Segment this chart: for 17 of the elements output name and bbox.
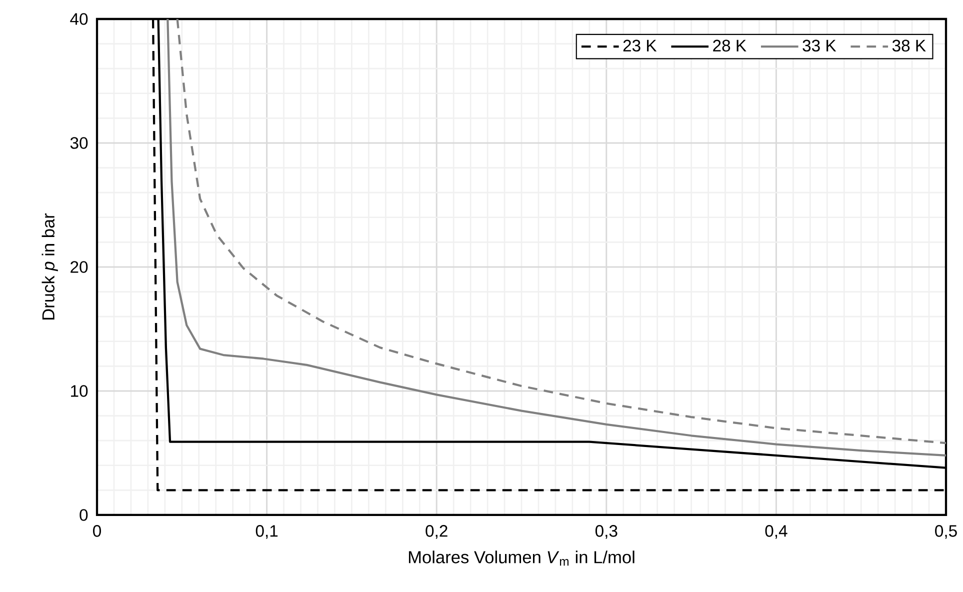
y-tick-label: 20 — [70, 261, 88, 273]
y-axis-title: Druck p in bar — [42, 213, 58, 320]
legend-label: 38 K — [892, 40, 926, 52]
y-tick-label: 0 — [80, 509, 88, 521]
x-tick-label: 0,1 — [256, 525, 278, 539]
legend-label: 28 K — [713, 40, 746, 52]
x-axis-title: Molares Volumen V$_{m}$ in L/mol — [408, 550, 634, 566]
x-tick-label: 0,5 — [935, 525, 957, 539]
y-tick-label: 40 — [70, 13, 88, 25]
legend-label: 23 K — [623, 40, 657, 52]
legend-label: 33 K — [802, 40, 836, 52]
x-tick-label: 0,3 — [595, 525, 618, 539]
y-tick-label: 30 — [70, 137, 88, 149]
x-tick-label: 0 — [93, 525, 101, 537]
x-tick-label: 0,2 — [426, 525, 448, 539]
y-tick-label: 10 — [71, 385, 88, 397]
x-tick-label: 0,4 — [765, 525, 788, 539]
